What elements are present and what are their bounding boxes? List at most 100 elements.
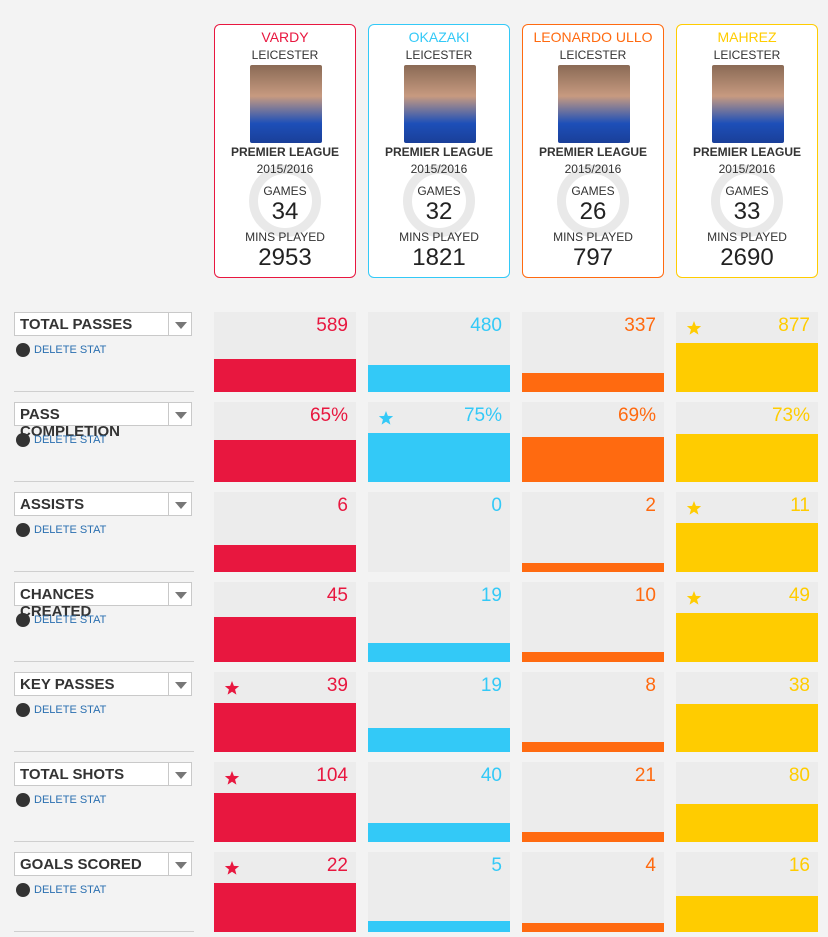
stat-value: 10	[634, 585, 656, 606]
stat-value: 5	[491, 855, 502, 876]
stat-dropdown[interactable]: TOTAL PASSES	[14, 312, 169, 336]
delete-icon[interactable]	[16, 433, 30, 447]
stat-cell: 480	[368, 312, 510, 392]
stat-cell: 19	[368, 672, 510, 752]
games-value: 34	[271, 198, 299, 225]
delete-stat[interactable]: DELETE STAT	[34, 794, 107, 806]
stat-bar	[368, 365, 510, 392]
stat-value: 65%	[309, 405, 348, 426]
delete-stat[interactable]: DELETE STAT	[34, 524, 107, 536]
row-separator	[14, 571, 194, 572]
row-separator	[14, 841, 194, 842]
season: 2015/2016	[718, 162, 776, 176]
dropdown-arrow[interactable]	[168, 582, 192, 606]
stat-bar	[676, 523, 818, 572]
dropdown-arrow[interactable]	[168, 762, 192, 786]
stat-cell: 69%	[522, 402, 664, 482]
stat-bar	[676, 896, 818, 932]
stat-dropdown[interactable]: KEY PASSES	[14, 672, 169, 696]
stat-value: 104	[316, 765, 348, 786]
stat-bar	[522, 652, 664, 662]
stat-bar	[368, 433, 510, 482]
delete-icon[interactable]	[16, 703, 30, 717]
games-ring	[557, 165, 629, 237]
stat-dropdown[interactable]: TOTAL SHOTS	[14, 762, 169, 786]
delete-stat[interactable]: DELETE STAT	[34, 344, 107, 356]
stat-value: 45	[326, 585, 348, 606]
stat-value: 38	[788, 675, 810, 696]
best-star	[224, 681, 240, 695]
stat-value: 21	[634, 765, 656, 786]
league: PREMIER LEAGUE	[384, 145, 493, 159]
row-separator	[14, 391, 194, 392]
delete-icon[interactable]	[16, 883, 30, 897]
best-star	[686, 591, 702, 605]
delete-icon[interactable]	[16, 523, 30, 537]
stat-value: 480	[470, 315, 502, 336]
delete-icon[interactable]	[16, 613, 30, 627]
stat-cell: 589	[214, 312, 356, 392]
stat-bar	[522, 741, 664, 752]
games-label: GAMES	[571, 184, 615, 198]
delete-stat[interactable]: DELETE STAT	[34, 614, 107, 626]
arrow-icon	[175, 772, 187, 779]
delete-stat[interactable]: DELETE STAT	[34, 884, 107, 896]
dropdown-arrow[interactable]	[168, 402, 192, 426]
stat-dropdown[interactable]: GOALS SCORED	[14, 852, 169, 876]
stat-bar	[368, 823, 510, 842]
dropdown-arrow[interactable]	[168, 672, 192, 696]
best-star	[686, 501, 702, 515]
player-card: MAHREZ LEICESTER PREMIER LEAGUE 2015/2016 GA…	[676, 24, 818, 278]
stat-bar	[368, 728, 510, 752]
stat-bar	[522, 436, 664, 482]
season: 2015/2016	[410, 162, 468, 176]
player-name: LEONARDO ULLO	[533, 29, 653, 45]
arrow-icon	[175, 412, 187, 419]
stat-cell: 10	[522, 582, 664, 662]
team-name: LEICESTER	[405, 48, 473, 62]
stat-bar	[214, 793, 356, 842]
games-ring	[403, 165, 475, 237]
dropdown-arrow[interactable]	[168, 492, 192, 516]
stat-value: 19	[480, 585, 502, 606]
row-separator	[14, 931, 194, 932]
delete-icon[interactable]	[16, 343, 30, 357]
stat-dropdown[interactable]: PASS COMPLETION	[14, 402, 169, 440]
row-separator	[14, 661, 194, 662]
stat-value: 80	[788, 765, 810, 786]
best-star	[224, 771, 240, 785]
dropdown-arrow[interactable]	[168, 852, 192, 876]
stat-dropdown[interactable]: ASSISTS	[14, 492, 169, 516]
league: PREMIER LEAGUE	[538, 145, 647, 159]
mins-value: 797	[572, 244, 614, 271]
stat-cell: 21	[522, 762, 664, 842]
stat-bar	[214, 703, 356, 752]
stat-bar	[214, 545, 356, 572]
stat-value: 39	[326, 675, 348, 696]
delete-stat[interactable]: DELETE STAT	[34, 434, 107, 446]
delete-stat[interactable]: DELETE STAT	[34, 704, 107, 716]
stat-cell: 45	[214, 582, 356, 662]
stat-cell: 80	[676, 762, 818, 842]
stat-cell: 22	[214, 852, 356, 932]
mins-label: MINS PLAYED	[553, 230, 633, 244]
season: 2015/2016	[256, 162, 314, 176]
delete-icon[interactable]	[16, 793, 30, 807]
stat-cell: 337	[522, 312, 664, 392]
player-name: VARDY	[261, 29, 309, 45]
stat-value: 11	[790, 495, 810, 516]
player-name: OKAZAKI	[408, 29, 470, 45]
stat-value: 337	[624, 315, 656, 336]
stat-dropdown[interactable]: CHANCES CREATED	[14, 582, 169, 620]
games-value: 32	[425, 198, 453, 225]
stat-value: 73%	[771, 405, 810, 426]
best-star	[378, 411, 394, 425]
stat-cell: 11	[676, 492, 818, 572]
stat-value: 4	[645, 855, 656, 876]
dropdown-arrow[interactable]	[168, 312, 192, 336]
stat-bar	[676, 704, 818, 752]
stat-bar	[214, 617, 356, 662]
stat-cell: 38	[676, 672, 818, 752]
stat-value: 19	[480, 675, 502, 696]
stat-value: 75%	[463, 405, 502, 426]
